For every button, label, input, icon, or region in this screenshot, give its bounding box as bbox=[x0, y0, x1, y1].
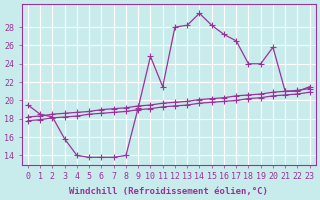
X-axis label: Windchill (Refroidissement éolien,°C): Windchill (Refroidissement éolien,°C) bbox=[69, 187, 268, 196]
